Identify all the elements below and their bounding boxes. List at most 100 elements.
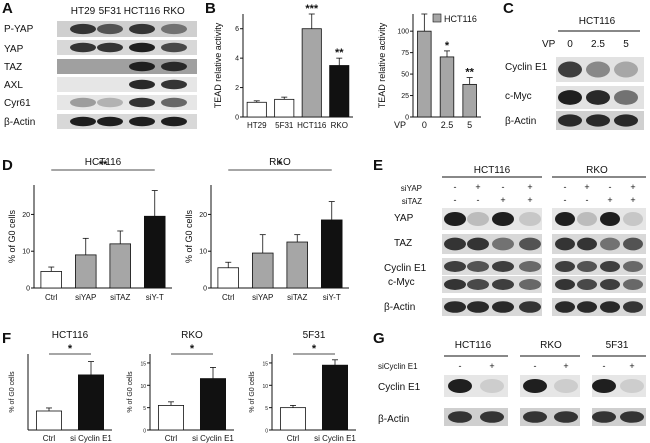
blot-band [577,279,597,290]
blot-label-yap-e: YAP [394,213,414,224]
cell-line-5f31: 5F31 [98,6,122,17]
bar [199,378,226,431]
blot-band [492,279,514,290]
y-tick-label: 10 [140,384,146,390]
chart-d1: 0 10 20 % of G0 cells Ctrl siYAP siTAZ siY-T **H… [7,157,172,302]
blot-band [558,90,582,105]
blot-band [600,279,620,290]
y-tick-label: 5 [143,406,146,412]
blot-band [161,116,187,127]
blot-background [552,276,646,293]
blot-band [554,378,578,394]
blot-band [523,411,547,423]
x-tick-label: si Cyclin E1 [192,434,234,443]
blot-band [577,211,597,227]
x-tick-label: Ctrl [43,434,56,443]
panel-label-a: A [2,0,13,17]
sign-siyap: + [527,182,532,192]
blot-band [467,211,489,227]
y-tick-label: 0 [203,286,207,293]
sign-siyap: + [475,182,480,192]
chart-b1: 0 2 4 6 TEAD relative activity HT29 5F31 *** HCT… [213,3,353,130]
blot-strip [57,77,197,92]
blot-label-cyclin-e1-e: Cyclin E1 [384,263,427,274]
sign-sicyclin-e1: - [459,361,462,371]
row-label-siyap: siYAP [400,184,422,193]
blot-strip-rko [552,208,646,230]
blot-strip [57,95,197,110]
y-tick-label: 6 [235,26,239,33]
blot-band [444,279,466,290]
blot-band [444,261,466,272]
blot-band [592,378,616,394]
blot-background [57,40,197,55]
blot-strip [556,111,644,130]
sign-sicyclin-e1: + [563,361,568,371]
y-tick-label: 25 [401,93,409,100]
blot-label-yap: YAP [4,44,24,55]
sign-sitaz: - [477,195,480,205]
chart-title: RKO [269,157,291,168]
dose-0-c: 0 [567,39,573,50]
y-tick-label: 0 [235,115,239,122]
blot-strip [57,21,197,37]
chart-title: RKO [181,330,203,341]
bar [246,101,267,118]
cell-line-ht29: HT29 [70,6,96,17]
significance-mark: ** [99,159,108,171]
blot-band [600,261,620,272]
blot-band [586,90,610,105]
blot-band [492,237,514,251]
significance-mark: * [278,159,283,171]
bar [36,410,63,431]
blot-strip-hct116 [442,208,542,230]
blot-label-taz-e: TAZ [394,238,413,249]
dose-5-c: 5 [623,39,629,50]
cell-line-label-c: HCT116 [578,16,616,27]
blot-strip [556,57,644,82]
sign-siyap: + [630,182,635,192]
blot-band [444,237,466,251]
bar [417,30,432,118]
legend-label: HCT116 [444,14,477,24]
x-tick-label: 5 [467,120,472,130]
blot-band [161,23,187,35]
panel-label-c: C [503,0,514,17]
y-tick-label: 15 [262,361,268,367]
blot-background [57,114,197,129]
blot-background [552,208,646,230]
blot-band [623,237,643,251]
blot-band [467,237,489,251]
significance-mark: * [68,343,73,355]
bar [301,28,322,118]
y-tick-label: 75 [401,50,409,57]
blot-band [129,97,155,108]
blot-background [552,298,646,316]
blot-band [444,211,466,227]
chart-b2: 0 25 50 75 100 TEAD relative activity 0 * 2.5 ** 5 [377,13,481,130]
x-tick-label: HCT116 [297,121,327,130]
chart-title: 5F31 [303,330,326,341]
sign-sicyclin-e1: - [534,361,537,371]
blot-band [97,116,123,127]
blot-strip-hct116 [442,276,542,293]
blot-band [555,211,575,227]
y-axis-label: TEAD relative activity [213,22,223,108]
blot-band [161,97,187,108]
blot-band [623,261,643,272]
chart-f1: % of G0 cells Ctrl si Cyclin E1 * HCT116 [9,330,112,443]
panel-d-g0-cells: 0 10 20 % of G0 cells Ctrl siYAP siTAZ siY-T **H… [7,157,349,302]
blot-label-taz: TAZ [4,62,23,73]
bar [286,241,308,289]
x-tick-label: si Cyclin E1 [314,434,356,443]
blot-band [586,61,610,78]
row-label-sitaz: siTAZ [401,197,422,206]
x-tick-label: 2.5 [441,120,454,130]
blot-label-cyclin-e1-g: Cyclin E1 [378,382,421,393]
blot-band [161,79,187,90]
bar [274,98,295,118]
significance-mark: *** [305,3,319,15]
blot-band [444,301,466,313]
blot-band [555,279,575,290]
blot-band [448,411,472,423]
